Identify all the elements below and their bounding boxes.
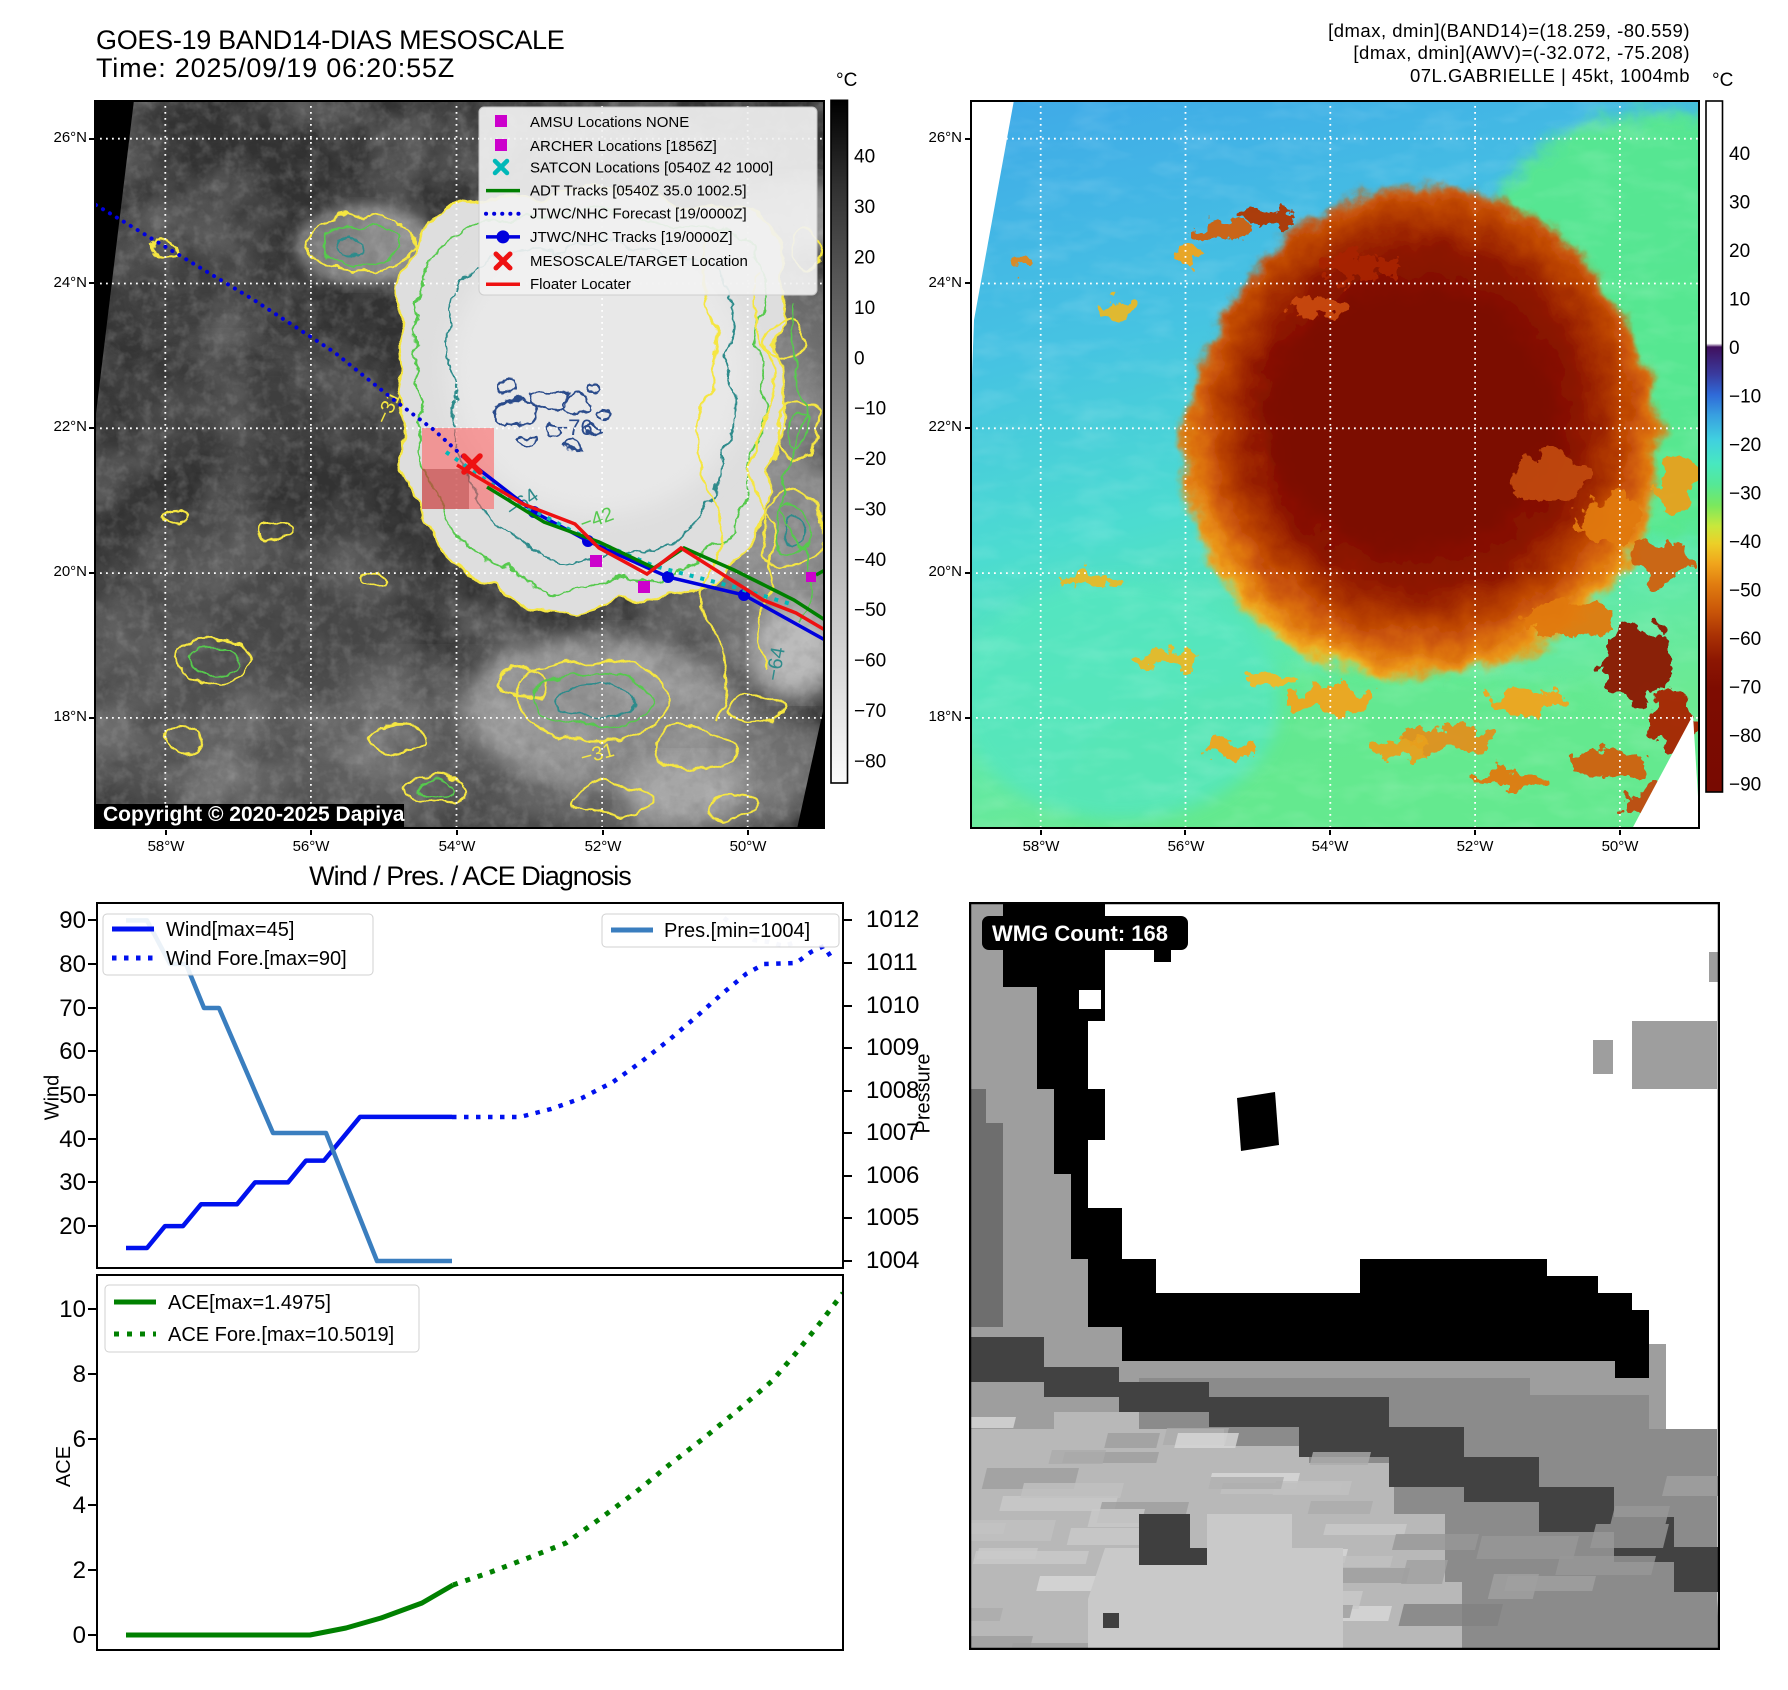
svg-text:0: 0 [854, 348, 865, 369]
svg-text:−10: −10 [854, 399, 886, 420]
svg-text:40: 40 [854, 147, 875, 168]
svg-text:ACE[max=1.4975]: ACE[max=1.4975] [168, 1292, 331, 1314]
svg-text:ACE Fore.[max=10.5019]: ACE Fore.[max=10.5019] [168, 1324, 394, 1346]
svg-text:40: 40 [1729, 144, 1750, 165]
svg-text:−90: −90 [1729, 775, 1761, 796]
svg-text:30: 30 [1729, 193, 1750, 214]
svg-text:−20: −20 [1729, 435, 1761, 456]
svg-text:JTWC/NHC Tracks [19/0000Z]: JTWC/NHC Tracks [19/0000Z] [530, 229, 733, 246]
svg-text:SATCON Locations [0540Z 42 100: SATCON Locations [0540Z 42 1000] [530, 159, 773, 176]
svg-text:−40: −40 [1729, 532, 1761, 553]
svg-text:WMG Count: 168: WMG Count: 168 [992, 921, 1168, 946]
svg-text:10: 10 [854, 298, 875, 319]
svg-text:−50: −50 [854, 600, 886, 621]
svg-text:AMSU Locations NONE: AMSU Locations NONE [530, 114, 689, 131]
svg-text:−80: −80 [1729, 726, 1761, 747]
svg-text:Copyright © 2020-2025 Dapiya: Copyright © 2020-2025 Dapiya [103, 803, 405, 826]
svg-text:−70: −70 [854, 701, 886, 722]
svg-text:−10: −10 [1729, 387, 1761, 408]
svg-text:30: 30 [854, 197, 875, 218]
svg-text:−60: −60 [1729, 629, 1761, 650]
svg-text:−30: −30 [854, 499, 886, 520]
svg-text:20: 20 [854, 247, 875, 268]
svg-text:ARCHER Locations [1856Z]: ARCHER Locations [1856Z] [530, 138, 717, 155]
svg-text:Wind Fore.[max=90]: Wind Fore.[max=90] [166, 948, 347, 970]
svg-text:−70: −70 [1729, 678, 1761, 699]
svg-text:10: 10 [1729, 290, 1750, 311]
svg-text:ADT Tracks [0540Z 35.0 1002.5]: ADT Tracks [0540Z 35.0 1002.5] [530, 183, 747, 200]
svg-text:−80: −80 [854, 751, 886, 772]
svg-text:−60: −60 [854, 651, 886, 672]
svg-text:Pres.[min=1004]: Pres.[min=1004] [664, 920, 810, 942]
svg-text:−40: −40 [854, 550, 886, 571]
svg-text:0: 0 [1729, 338, 1740, 359]
svg-text:Floater Locater: Floater Locater [530, 276, 631, 293]
svg-text:20: 20 [1729, 241, 1750, 262]
svg-text:Wind[max=45]: Wind[max=45] [166, 919, 294, 941]
svg-text:−20: −20 [854, 449, 886, 470]
svg-text:MESOSCALE/TARGET Location: MESOSCALE/TARGET Location [530, 253, 748, 270]
svg-text:−30: −30 [1729, 484, 1761, 505]
svg-text:−50: −50 [1729, 581, 1761, 602]
svg-text:JTWC/NHC Forecast [19/0000Z]: JTWC/NHC Forecast [19/0000Z] [530, 206, 747, 223]
